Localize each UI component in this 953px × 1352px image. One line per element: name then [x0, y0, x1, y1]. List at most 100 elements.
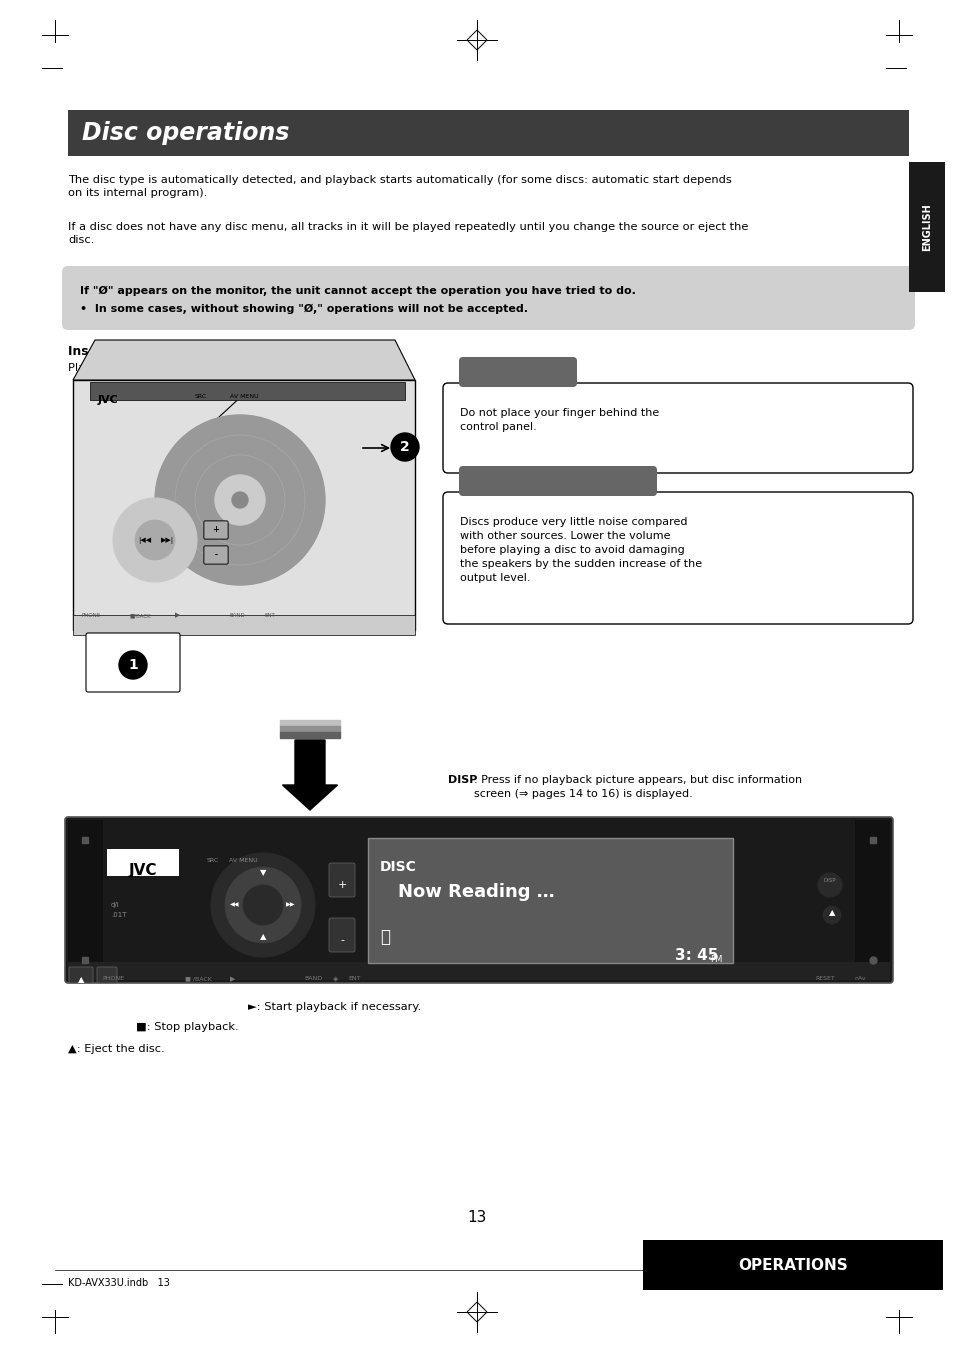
Text: 13: 13 [467, 1210, 486, 1225]
Circle shape [822, 906, 841, 923]
Text: Caution:: Caution: [491, 389, 543, 399]
Text: +: + [213, 526, 219, 534]
Text: ⦿: ⦿ [379, 927, 390, 946]
Text: JVC: JVC [98, 395, 118, 406]
Text: ►: Start playback if necessary.: ►: Start playback if necessary. [248, 1002, 420, 1013]
FancyBboxPatch shape [458, 357, 577, 387]
Text: ▶▶: ▶▶ [286, 903, 295, 907]
Text: ▲: ▲ [77, 975, 84, 984]
Text: PHONE: PHONE [102, 976, 124, 982]
Circle shape [119, 652, 147, 679]
Text: Insert the disc.: Insert the disc. [68, 345, 172, 358]
Text: ▲: ▲ [828, 909, 835, 917]
Text: ■ /BACK: ■ /BACK [184, 976, 212, 982]
Text: .01T: .01T [111, 913, 127, 918]
FancyArrow shape [282, 740, 337, 810]
FancyBboxPatch shape [204, 546, 228, 564]
Text: : Press if no playback picture appears, but disc information
screen (⇒ pages 14 : : Press if no playback picture appears, … [474, 775, 801, 799]
FancyBboxPatch shape [73, 615, 415, 635]
Text: 2: 2 [399, 439, 410, 454]
Text: Playback starts automatically.: Playback starts automatically. [68, 362, 237, 373]
Text: 1: 1 [128, 658, 138, 672]
Polygon shape [90, 383, 405, 400]
Text: +: + [337, 880, 346, 890]
FancyBboxPatch shape [62, 266, 914, 330]
FancyBboxPatch shape [107, 849, 179, 876]
FancyBboxPatch shape [908, 162, 944, 292]
FancyBboxPatch shape [329, 863, 355, 896]
Text: If a disc does not have any disc menu, all tracks in it will be played repeatedl: If a disc does not have any disc menu, a… [68, 222, 747, 245]
FancyBboxPatch shape [204, 521, 228, 539]
Text: Now Reading …: Now Reading … [397, 883, 554, 900]
FancyBboxPatch shape [442, 492, 912, 625]
Text: PM: PM [710, 955, 722, 964]
Text: ▼: ▼ [259, 868, 266, 877]
Text: ENT: ENT [349, 976, 361, 982]
Text: -: - [214, 550, 217, 560]
Text: +: + [213, 526, 219, 534]
FancyBboxPatch shape [86, 633, 180, 692]
Text: ◀◀: ◀◀ [230, 903, 239, 907]
Circle shape [154, 415, 325, 585]
FancyBboxPatch shape [368, 838, 732, 963]
Text: Caution on volume setting:: Caution on volume setting: [473, 498, 642, 508]
Text: -: - [214, 550, 217, 560]
Text: ■/BACK: ■/BACK [130, 612, 152, 618]
FancyBboxPatch shape [458, 466, 657, 496]
Circle shape [135, 521, 174, 560]
Text: OPERATIONS: OPERATIONS [738, 1257, 847, 1272]
Text: SRC: SRC [194, 393, 207, 399]
Polygon shape [73, 380, 415, 630]
FancyBboxPatch shape [329, 918, 355, 952]
Text: ◈: ◈ [333, 976, 338, 982]
Text: 3: 45: 3: 45 [674, 948, 718, 963]
Text: -: - [339, 936, 344, 945]
FancyBboxPatch shape [65, 817, 892, 983]
Text: Discs produce very little noise compared
with other sources. Lower the volume
be: Discs produce very little noise compared… [459, 516, 701, 583]
FancyBboxPatch shape [204, 546, 228, 564]
Text: ▲: ▲ [128, 661, 137, 675]
Circle shape [391, 433, 418, 461]
Text: 07.2.21   9:15:56 AM: 07.2.21 9:15:56 AM [778, 1278, 879, 1288]
Text: Label side: Label side [221, 383, 274, 393]
Text: KD-AVX33U.indb   13: KD-AVX33U.indb 13 [68, 1278, 170, 1288]
Text: RESET: RESET [814, 976, 834, 982]
Text: ▲: ▲ [259, 933, 266, 941]
FancyBboxPatch shape [204, 521, 228, 539]
Text: SRC: SRC [207, 859, 219, 863]
Circle shape [112, 498, 196, 581]
Circle shape [232, 492, 248, 508]
FancyBboxPatch shape [69, 967, 92, 983]
Circle shape [214, 475, 265, 525]
Text: If "Ø" appears on the monitor, the unit cannot accept the operation you have tri: If "Ø" appears on the monitor, the unit … [80, 287, 636, 296]
Text: ▶: ▶ [174, 612, 180, 618]
Circle shape [817, 873, 841, 896]
FancyBboxPatch shape [642, 1240, 942, 1290]
Text: AV MENU: AV MENU [230, 393, 258, 399]
Text: DISP: DISP [448, 775, 476, 786]
FancyBboxPatch shape [68, 963, 889, 980]
Text: JVC: JVC [129, 863, 157, 877]
Text: ▶▶|: ▶▶| [161, 537, 174, 544]
Text: The disc type is automatically detected, and playback starts automatically (for : The disc type is automatically detected,… [68, 174, 731, 199]
Text: PHONE: PHONE [82, 612, 101, 618]
FancyBboxPatch shape [68, 110, 908, 155]
Text: ▲: Eject the disc.: ▲: Eject the disc. [68, 1044, 165, 1055]
Text: AV MENU: AV MENU [229, 859, 257, 863]
FancyBboxPatch shape [97, 967, 117, 983]
Text: Do not place your finger behind the
control panel.: Do not place your finger behind the cont… [459, 408, 659, 433]
FancyBboxPatch shape [442, 383, 912, 473]
Text: BAND: BAND [230, 612, 246, 618]
Circle shape [211, 853, 314, 957]
Text: ■: Stop playback.: ■: Stop playback. [136, 1022, 238, 1032]
Text: ▶: ▶ [230, 976, 235, 982]
Text: DISP: DISP [822, 877, 836, 883]
FancyBboxPatch shape [68, 821, 103, 980]
Text: •  In some cases, without showing "Ø," operations will not be accepted.: • In some cases, without showing "Ø," op… [80, 304, 527, 314]
FancyBboxPatch shape [854, 821, 889, 980]
Text: ENGLISH: ENGLISH [921, 203, 931, 251]
Circle shape [243, 886, 283, 925]
Text: |◀◀: |◀◀ [138, 537, 152, 544]
Text: Disc operations: Disc operations [82, 120, 289, 145]
Circle shape [225, 867, 301, 942]
